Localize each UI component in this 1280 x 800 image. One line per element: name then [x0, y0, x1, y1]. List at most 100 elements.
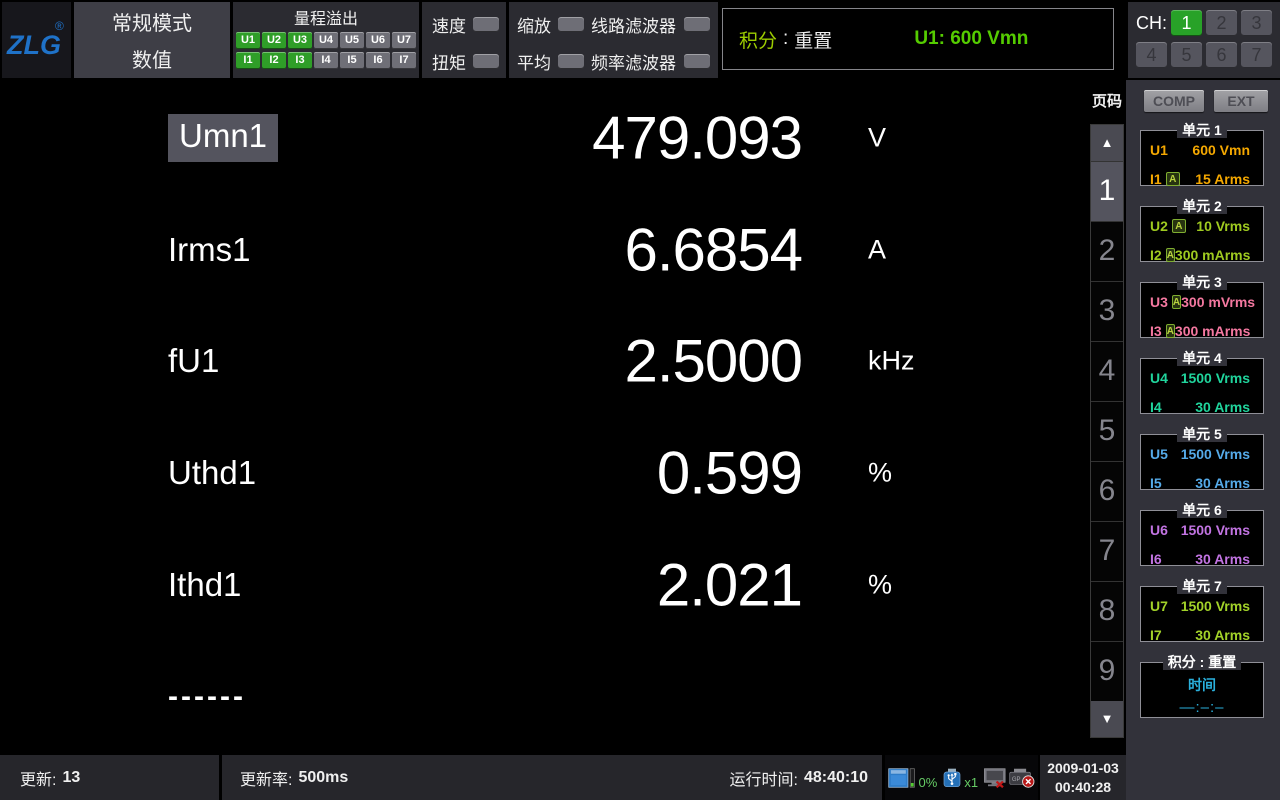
unit-7-u-range: 1500 Vrms	[1180, 597, 1250, 614]
runtime-label: 运行时间:	[729, 771, 798, 789]
svg-text:®: ®	[55, 19, 64, 33]
unit-7-i-channel: I7	[1150, 626, 1162, 643]
unit-2-box[interactable]: 单元 2 U2 A 10 Vrms I2 A 300 mArms	[1140, 198, 1264, 263]
unit-2-u-channel: U2	[1150, 217, 1168, 234]
channel-selector: CH: 1 2 3 4 5 6 7	[1128, 2, 1280, 78]
average-indicator	[558, 54, 584, 69]
unit-5-current-row: I5 30 Arms	[1141, 472, 1263, 493]
unit-5-title: 单元 5	[1141, 426, 1263, 442]
integration-status-display: 积分 : 重置 U1: 600 Vmn	[722, 8, 1114, 70]
unit-6-voltage-row: U6 1500 Vrms	[1141, 519, 1263, 540]
page-button-6[interactable]: 6	[1091, 461, 1123, 521]
channel-button-5[interactable]: 5	[1171, 42, 1202, 68]
page-button-2[interactable]: 2	[1091, 221, 1123, 281]
page-button-3[interactable]: 3	[1091, 281, 1123, 341]
unit-2-voltage-row: U2 A 10 Vrms	[1141, 215, 1263, 236]
measurement-label-uthd1[interactable]: Uthd1	[168, 454, 257, 491]
unit-4-current-row: I4 30 Arms	[1141, 396, 1263, 417]
auto-range-badge: A	[1165, 247, 1175, 262]
unit-5-i-range: 30 Arms	[1195, 474, 1250, 491]
system-date: 2009-01-03	[1047, 759, 1119, 776]
unit-1-box[interactable]: 单元 1 U1 600 Vmn I1 A 15 Arms	[1140, 122, 1264, 189]
page-button-9[interactable]: 9	[1091, 641, 1123, 701]
display-disconnected-icon	[984, 767, 1006, 788]
unit-6-box[interactable]: 单元 6 U6 1500 Vrms I6 30 Arms	[1140, 502, 1264, 569]
unit-2-i-channel: I2	[1150, 246, 1162, 263]
measurement-label-empty[interactable]: ------	[168, 680, 246, 713]
unit-6-i-channel: I6	[1150, 550, 1162, 567]
overflow-i5-indicator: I5	[340, 52, 364, 69]
storage-icon	[888, 767, 915, 788]
unit-1-voltage-row: U1 600 Vmn	[1141, 139, 1263, 160]
logo-panel: ZLG ®	[2, 2, 71, 78]
measurement-unit-irms1: A	[868, 234, 887, 265]
measurement-value-uthd1: 0.599	[656, 439, 803, 507]
unit-2-u-range: 10 Vrms	[1196, 217, 1250, 234]
unit-5-box[interactable]: 单元 5 U5 1500 Vrms I5 30 Arms	[1140, 426, 1264, 493]
channel-button-6[interactable]: 6	[1206, 42, 1237, 68]
unit-4-box[interactable]: 单元 4 U4 1500 Vrms I4 30 Arms	[1140, 350, 1264, 417]
overflow-u1-indicator: U1	[236, 32, 260, 49]
overflow-i-row: I1 I2 I3 I4 I5 I6 I7	[233, 52, 419, 69]
unit-3-box[interactable]: 单元 3 U3 A 300 mVrms I3 A 300 mArms	[1140, 274, 1264, 339]
gpib-disconnected-icon: GP	[1009, 768, 1035, 788]
integration-time-label: 时间	[1188, 677, 1216, 693]
unit-4-title: 单元 4	[1141, 350, 1263, 366]
channel-button-7[interactable]: 7	[1241, 42, 1272, 68]
unit-1-i-range: 15 Arms	[1195, 170, 1250, 187]
channel-button-2[interactable]: 2	[1206, 10, 1237, 36]
freq-filter-label: 频率滤波器	[591, 54, 676, 73]
torque-indicator	[473, 54, 499, 69]
measurement-row-empty: ------	[0, 641, 1088, 753]
storage-percent-label: 0%	[918, 775, 938, 790]
integration-box[interactable]: 积分 : 重置 时间 —:–:–	[1140, 654, 1264, 718]
speed-label: 速度	[432, 17, 466, 36]
mode-subtitle: 数值	[132, 50, 172, 72]
measurement-label-umn1[interactable]: Umn1	[168, 114, 279, 162]
unit-6-u-channel: U6	[1150, 521, 1168, 538]
unit-7-box[interactable]: 单元 7 U7 1500 Vrms I7 30 Arms	[1140, 578, 1264, 643]
page-button-7[interactable]: 7	[1091, 521, 1123, 581]
page-button-8[interactable]: 8	[1091, 581, 1123, 641]
measurement-unit-uthd1: %	[868, 457, 893, 488]
overflow-i4-indicator: I4	[314, 52, 338, 69]
freq-filter-indicator	[684, 54, 710, 69]
update-rate-label: 更新率:	[240, 771, 293, 789]
active-range-readout: U1: 600 Vmn	[914, 28, 1029, 49]
channel-button-3[interactable]: 3	[1241, 10, 1272, 36]
overflow-u3-indicator: U3	[288, 32, 312, 49]
mode-panel[interactable]: 常规模式 数值	[74, 2, 230, 78]
unit-1-current-row: I1 A 15 Arms	[1141, 168, 1263, 189]
page-down-button[interactable]: ▼	[1091, 701, 1123, 737]
page-button-1[interactable]: 1	[1091, 161, 1123, 221]
channel-button-4[interactable]: 4	[1136, 42, 1167, 68]
page-selector-title: 页码	[1091, 93, 1122, 110]
overflow-i3-indicator: I3	[288, 52, 312, 69]
measurement-label-irms1[interactable]: Irms1	[168, 231, 251, 268]
overflow-u7-indicator: U7	[392, 32, 416, 49]
unit-4-i-channel: I4	[1150, 398, 1162, 415]
zoom-indicator	[558, 17, 584, 32]
ext-button[interactable]: EXT	[1214, 90, 1268, 112]
overflow-u2-indicator: U2	[262, 32, 286, 49]
measurement-area: Umn1 479.093 V Irms1 6.6854 A fU1 2.5000…	[0, 80, 1088, 755]
integration-box-title: 积分 : 重置	[1141, 654, 1263, 670]
measurement-value-fu1: 2.5000	[624, 327, 803, 395]
page-button-5[interactable]: 5	[1091, 401, 1123, 461]
line-filter-indicator	[684, 17, 710, 32]
unit-3-title: 单元 3	[1141, 274, 1263, 290]
page-button-4[interactable]: 4	[1091, 341, 1123, 401]
page-up-button[interactable]: ▲	[1091, 125, 1123, 161]
page-selector: 页码 ▲ 1 2 3 4 5 6 7 8 9 ▼	[1088, 80, 1126, 755]
measurement-label-ithd1[interactable]: Ithd1	[168, 566, 242, 603]
auto-range-badge: A	[1171, 218, 1186, 233]
unit-3-voltage-row: U3 A 300 mVrms	[1141, 291, 1263, 312]
measurement-label-fu1[interactable]: fU1	[168, 342, 220, 379]
unit-4-u-channel: U4	[1150, 369, 1168, 386]
channel-button-1[interactable]: 1	[1171, 10, 1202, 36]
unit-6-current-row: I6 30 Arms	[1141, 548, 1263, 569]
unit-7-title: 单元 7	[1141, 578, 1263, 594]
comp-button[interactable]: COMP	[1144, 90, 1204, 112]
zoom-label: 缩放	[517, 17, 551, 36]
integration-label: 积分	[739, 30, 778, 52]
